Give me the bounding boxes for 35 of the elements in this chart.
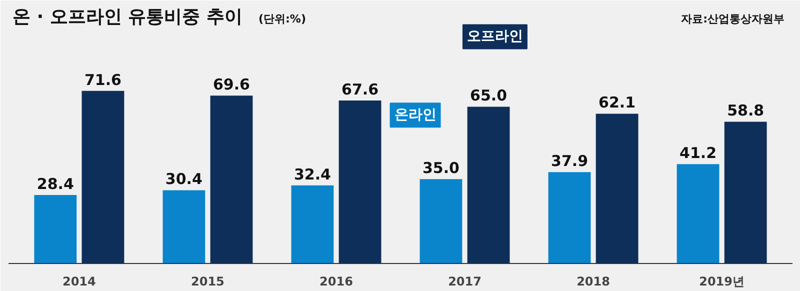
bar	[596, 114, 638, 264]
chart-subtitle: (단위:%)	[258, 12, 306, 26]
data-label: 65.0	[470, 86, 508, 105]
x-tick-label: 2019년	[699, 274, 745, 288]
x-tick-label: 2018	[576, 274, 610, 288]
bar	[338, 100, 382, 264]
bar	[162, 190, 206, 264]
data-label: 71.6	[84, 70, 122, 89]
bar	[210, 96, 253, 264]
bar	[291, 185, 334, 264]
data-label: 41.2	[680, 144, 717, 162]
text: 자료:산업통상자원부	[681, 12, 785, 26]
x-tick-label: 2014	[62, 274, 96, 288]
data-label: 32.4	[294, 165, 331, 184]
data-label: 35.0	[422, 159, 460, 178]
bar	[467, 106, 510, 264]
data-label: 67.6	[342, 80, 379, 98]
data-label: 58.8	[727, 102, 764, 120]
data-label: 62.1	[598, 94, 636, 112]
bar	[676, 164, 720, 264]
data-label: 30.4	[165, 170, 202, 188]
bar	[420, 179, 462, 264]
chart-title: 온 · 오프라인 유통비중 추이	[12, 6, 242, 28]
bar	[724, 122, 767, 264]
x-tick-label: 2016	[320, 274, 353, 288]
data-label: 28.4	[36, 175, 74, 194]
data-label: 69.6	[212, 76, 250, 94]
bar	[82, 90, 124, 264]
bar	[548, 172, 591, 264]
x-tick-label: 2017	[448, 274, 482, 288]
text: 온라인	[394, 107, 436, 124]
x-tick-label: 2015	[191, 274, 224, 288]
bar	[34, 195, 77, 264]
data-label: 37.9	[551, 152, 588, 170]
text: 오프라인	[466, 28, 523, 45]
